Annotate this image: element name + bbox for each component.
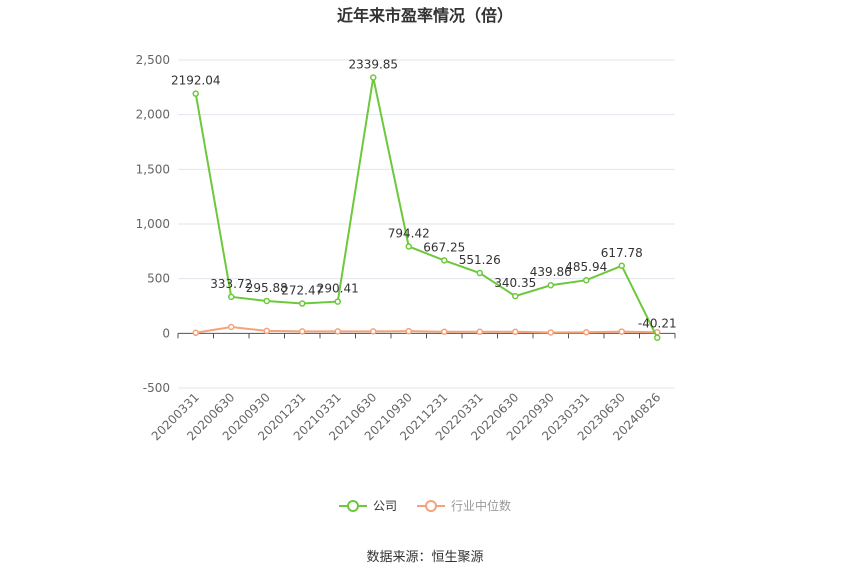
data-point xyxy=(405,327,412,335)
axis-layer: -50005001,0001,5002,0002,500202003312020… xyxy=(136,53,676,443)
data-point xyxy=(512,328,519,336)
data-point xyxy=(192,329,199,337)
data-label: 2192.04 xyxy=(171,74,221,88)
data-label: 794.42 xyxy=(388,226,430,240)
y-tick-label: 2,000 xyxy=(136,108,170,122)
data-label: 551.26 xyxy=(459,253,501,267)
legend-item-company[interactable]: 公司 xyxy=(338,497,397,514)
data-label: -40.21 xyxy=(638,317,677,331)
legend-swatch-industry xyxy=(417,499,445,513)
data-point xyxy=(228,293,235,301)
data-point xyxy=(334,298,341,305)
legend-item-industry[interactable]: 行业中位数 xyxy=(417,497,511,514)
data-point xyxy=(370,328,377,335)
y-tick-label: 1,500 xyxy=(136,162,170,176)
y-tick-label: 0 xyxy=(162,326,170,340)
data-point xyxy=(299,300,306,307)
data-label: 340.35 xyxy=(494,276,536,290)
data-point xyxy=(334,328,341,335)
y-tick-label: -500 xyxy=(143,381,170,395)
data-point xyxy=(618,328,625,335)
data-label: 617.78 xyxy=(601,246,643,260)
data-point xyxy=(441,328,448,335)
data-point xyxy=(583,328,590,336)
data-label: 485.94 xyxy=(565,260,607,274)
y-tick-label: 1,000 xyxy=(136,217,170,231)
data-point xyxy=(583,276,590,284)
source-note: 数据来源：恒生聚源 xyxy=(366,550,484,565)
data-point xyxy=(263,297,270,305)
data-point xyxy=(441,257,448,264)
series-line-industry xyxy=(195,325,658,334)
y-tick-label: 500 xyxy=(147,272,170,286)
grid-layer xyxy=(178,59,675,389)
data-label: 2339.85 xyxy=(348,58,398,72)
data-point xyxy=(263,327,270,335)
data-point xyxy=(192,90,199,97)
series-layer xyxy=(192,74,661,341)
data-point xyxy=(476,269,483,277)
data-label: 295.88 xyxy=(246,281,288,295)
data-point xyxy=(476,328,483,336)
series-line-company xyxy=(194,77,659,339)
data-point xyxy=(405,243,412,250)
data-label: 333.72 xyxy=(210,277,252,291)
data-point xyxy=(370,74,377,81)
legend-label-industry: 行业中位数 xyxy=(451,499,512,513)
legend-label-company: 公司 xyxy=(372,499,397,513)
y-tick-label: 2,500 xyxy=(136,53,170,67)
data-label: 439.86 xyxy=(530,265,572,279)
legend-swatch-company xyxy=(338,499,367,513)
data-label: 290.41 xyxy=(317,282,359,296)
legend: 公司 行业中位数 xyxy=(0,497,850,514)
chart-title: 近年来市盈率情况（倍） xyxy=(336,6,513,25)
data-point xyxy=(299,328,306,335)
data-point xyxy=(618,262,625,270)
data-point xyxy=(512,292,519,300)
data-label: 667.25 xyxy=(423,240,465,254)
data-point xyxy=(547,329,554,336)
data-point xyxy=(654,334,661,341)
data-point xyxy=(228,323,235,331)
data-point xyxy=(547,281,554,289)
data-label: 272.47 xyxy=(281,284,323,298)
